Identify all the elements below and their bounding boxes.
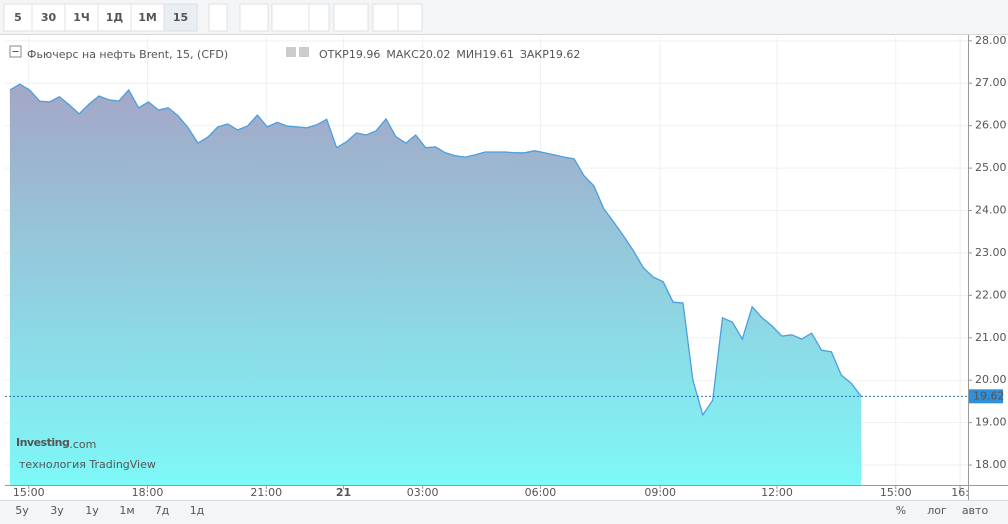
ohlc-value: 19.61 (482, 48, 514, 61)
y-tick-label: 27.00 (975, 76, 1007, 89)
interval-label: 15 (173, 11, 188, 24)
settings-icon[interactable] (286, 47, 296, 57)
toolbar-button[interactable] (333, 3, 369, 32)
x-tick-label: 21 (336, 486, 351, 499)
toolbar-button[interactable] (239, 3, 269, 32)
interval-button[interactable] (163, 3, 198, 32)
x-tick-label: 09:00 (644, 486, 676, 499)
y-tick-label: 19.00 (975, 416, 1007, 429)
toolbar-button[interactable] (271, 3, 311, 32)
toolbar-button[interactable] (308, 3, 330, 32)
range-button[interactable]: 1м (119, 504, 134, 517)
x-tick-label: 06:00 (525, 486, 557, 499)
x-tick-label: 18:00 (132, 486, 164, 499)
range-button[interactable]: 5у (15, 504, 29, 517)
ohlc-label: МАКС (386, 48, 419, 61)
x-tick-label: 15:00 (880, 486, 912, 499)
y-tick-label: 26.00 (975, 119, 1007, 132)
interval-label: 30 (41, 11, 57, 24)
close-icon[interactable] (299, 47, 309, 57)
option-button[interactable]: лог (927, 504, 947, 517)
toolbar-button[interactable] (372, 3, 399, 32)
price-line (9, 83, 862, 417)
watermark-tagline: технология TradingView (19, 458, 156, 471)
range-button[interactable]: 7д (155, 504, 170, 517)
watermark-suffix: .com (69, 438, 96, 451)
y-tick-label: 22.00 (975, 288, 1007, 301)
option-button[interactable]: % (896, 504, 906, 517)
ohlc-label: МИН (456, 48, 482, 61)
range-button[interactable]: 1у (85, 504, 99, 517)
ohlc-label: ЗАКР (520, 48, 549, 61)
x-tick-label: 03:00 (407, 486, 439, 499)
ohlc-value: 19.62 (549, 48, 581, 61)
y-tick-label: 28.00 (975, 34, 1007, 47)
interval-label: 1Д (106, 11, 124, 24)
y-tick-label: 23.00 (975, 246, 1007, 259)
interval-button[interactable] (64, 3, 99, 32)
toolbar-button[interactable] (208, 3, 228, 32)
x-tick-label: 15:00 (13, 486, 45, 499)
interval-button[interactable] (31, 3, 66, 32)
y-tick-label: 24.00 (975, 204, 1007, 217)
legend-title: Фьючерс на нефть Brent, 15, (CFD) (27, 48, 228, 61)
interval-label: 1Ч (73, 11, 90, 24)
interval-button[interactable] (3, 3, 33, 32)
option-button[interactable]: авто (962, 504, 989, 517)
interval-label: 1М (138, 11, 157, 24)
y-tick-label: 21.00 (975, 331, 1007, 344)
x-tick-label: 16: (951, 486, 969, 499)
y-tick-label: 25.00 (975, 161, 1007, 174)
ohlc-label: ОТКР (319, 48, 349, 61)
plot-area (5, 37, 968, 485)
interval-button[interactable] (130, 3, 165, 32)
range-button[interactable]: 1д (190, 504, 205, 517)
interval-button[interactable] (97, 3, 132, 32)
y-tick-label: 18.00 (975, 458, 1007, 471)
interval-label: 5 (14, 11, 22, 24)
toolbar-button[interactable] (397, 3, 423, 32)
ohlc-value: 19.96 (349, 48, 381, 61)
bottom-bar (0, 500, 1008, 524)
x-tick-label: 21:00 (250, 486, 282, 499)
watermark-brand: Investing (16, 436, 69, 449)
last-price-label: 19.62 (973, 389, 1005, 402)
y-tick-label: 20.00 (975, 373, 1007, 386)
x-tick-label: 12:00 (761, 486, 793, 499)
ohlc-value: 20.02 (419, 48, 451, 61)
area-fill (9, 84, 862, 485)
range-button[interactable]: 3у (50, 504, 64, 517)
last-price-box (969, 389, 1003, 404)
